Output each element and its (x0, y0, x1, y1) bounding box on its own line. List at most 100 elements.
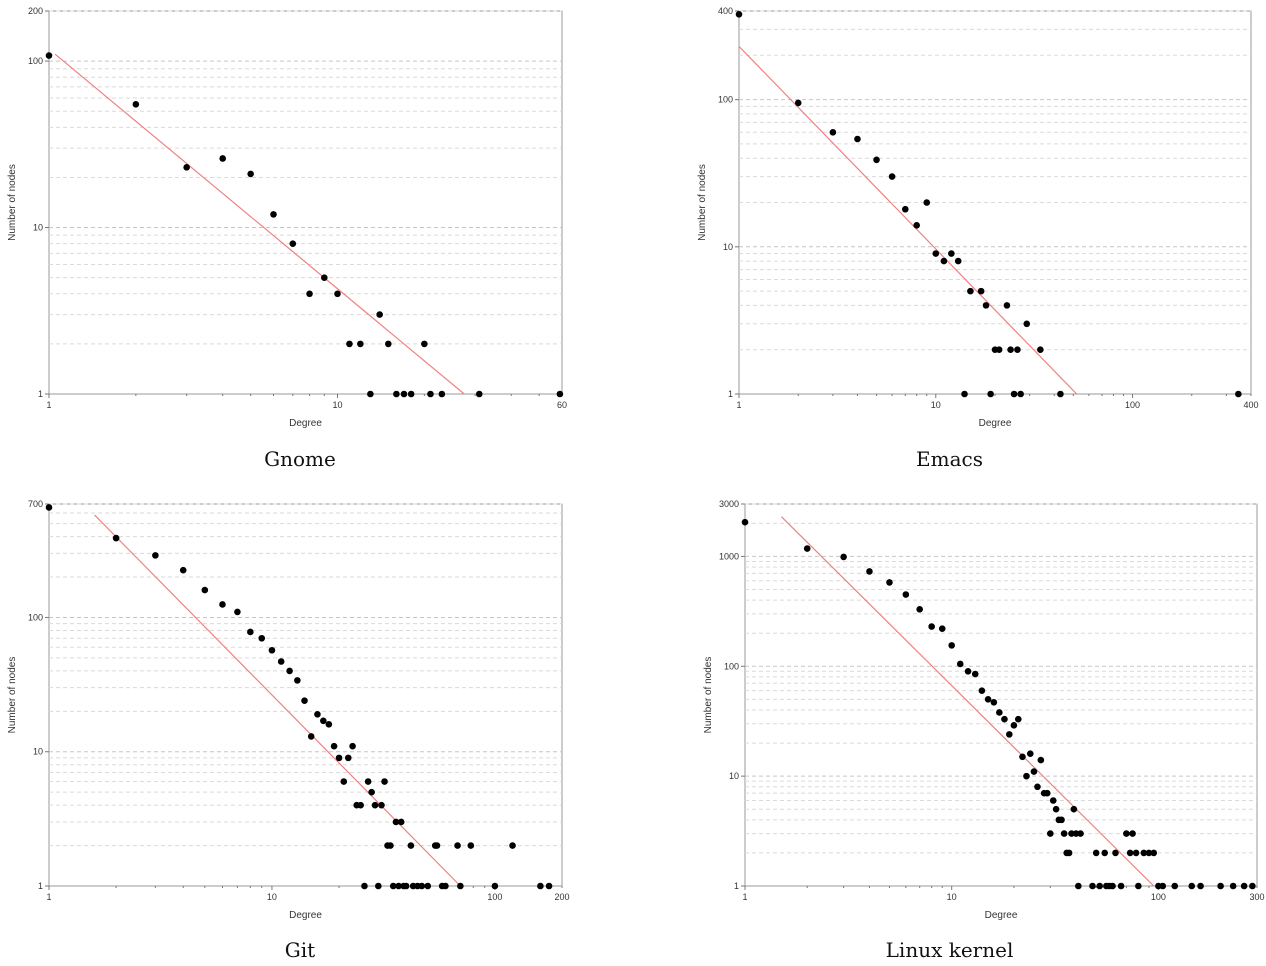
data-point (331, 743, 338, 750)
data-point (1053, 806, 1060, 813)
data-point (286, 668, 293, 675)
data-point (357, 341, 364, 348)
y-tick-label: 700 (28, 499, 43, 509)
x-tick-label: 60 (557, 400, 567, 410)
data-point (113, 535, 120, 542)
x-tick-label: 200 (554, 892, 569, 902)
y-tick-label: 10 (723, 242, 733, 252)
data-point (219, 601, 226, 608)
data-point (372, 802, 379, 809)
x-tick-label: 400 (1243, 400, 1258, 410)
data-point (247, 629, 254, 636)
chart-panel-emacs: 1 10 100 400 1 10 100 400 Degree Number of nodes … (633, 0, 1266, 480)
data-point (1011, 391, 1018, 398)
chart-panel-gnome: 1 10 60 1 10 100 200 Degree Number of nodes Gnom… (0, 0, 600, 480)
data-point (46, 52, 53, 59)
data-point (557, 391, 564, 398)
data-point (866, 568, 873, 575)
data-point (454, 842, 461, 849)
x-tick-label: 1 (736, 400, 741, 410)
data-point (247, 171, 254, 178)
y-tick-label: 1 (728, 389, 733, 399)
data-point (972, 671, 979, 678)
data-point (546, 883, 553, 890)
data-point (1127, 850, 1134, 857)
data-point (278, 658, 285, 665)
data-point (427, 391, 434, 398)
data-point (442, 883, 449, 890)
data-point (434, 842, 441, 849)
data-point (1089, 883, 1096, 890)
y-tick-label: 100 (718, 95, 733, 105)
data-point (948, 250, 955, 257)
data-point (376, 311, 383, 318)
data-point (1249, 883, 1256, 890)
data-point (290, 240, 297, 247)
data-point (985, 696, 992, 703)
y-axis-label: Number of nodes (703, 657, 714, 734)
data-point (1015, 716, 1022, 723)
data-point (1014, 346, 1021, 353)
data-point (1071, 806, 1078, 813)
data-point (1058, 817, 1065, 824)
data-point (1061, 830, 1068, 837)
data-point (180, 567, 187, 574)
x-axis-label: Degree (289, 910, 322, 921)
data-point (258, 635, 265, 642)
chart-panel-git: 1 10 100 200 1 10 100 700 Degree Number of nodes … (0, 493, 600, 966)
data-point (1112, 850, 1119, 857)
data-point (1197, 883, 1204, 890)
data-point (1150, 850, 1157, 857)
data-point (385, 341, 392, 348)
data-point (1037, 346, 1044, 353)
data-point (340, 778, 347, 785)
data-point (306, 290, 313, 297)
data-point (996, 709, 1003, 716)
data-point (367, 391, 374, 398)
x-tick-label: 1 (46, 892, 51, 902)
data-point (939, 625, 946, 632)
data-point (336, 755, 343, 762)
data-point (1235, 391, 1242, 398)
chart-svg-linux: 1 10 100 300 1 10 100 1000 3000 Degree Number of n… (633, 493, 1266, 966)
data-point (830, 129, 837, 136)
data-point (1044, 790, 1051, 797)
data-point (1011, 722, 1018, 729)
x-axis-label: Degree (985, 910, 1018, 921)
data-point (401, 391, 408, 398)
data-point (408, 842, 415, 849)
data-point (1006, 731, 1013, 738)
data-point (457, 883, 464, 890)
data-point (1017, 391, 1024, 398)
data-point (152, 552, 159, 559)
x-tick-label: 1 (46, 400, 51, 410)
data-point (742, 519, 749, 526)
data-point (378, 802, 385, 809)
x-axis-label: Degree (979, 418, 1012, 429)
data-point (1023, 320, 1030, 327)
data-point (991, 699, 998, 706)
data-point (421, 341, 428, 348)
data-point (234, 609, 241, 616)
data-point (294, 677, 301, 684)
data-point (902, 206, 909, 213)
y-tick-label: 10 (729, 771, 739, 781)
data-point (957, 661, 964, 668)
data-point (1001, 716, 1008, 723)
data-point (903, 591, 910, 598)
data-point (320, 717, 327, 724)
data-point (1031, 768, 1038, 775)
x-tick-label: 100 (1151, 892, 1166, 902)
x-tick-label: 1 (742, 892, 747, 902)
data-point (345, 755, 352, 762)
data-point (1075, 883, 1082, 890)
data-point (955, 258, 962, 265)
data-point (840, 554, 847, 561)
data-point (1230, 883, 1237, 890)
data-point (804, 545, 811, 552)
data-point (1034, 783, 1041, 790)
y-tick-label: 400 (718, 6, 733, 16)
data-point (46, 504, 53, 511)
data-point (403, 883, 410, 890)
